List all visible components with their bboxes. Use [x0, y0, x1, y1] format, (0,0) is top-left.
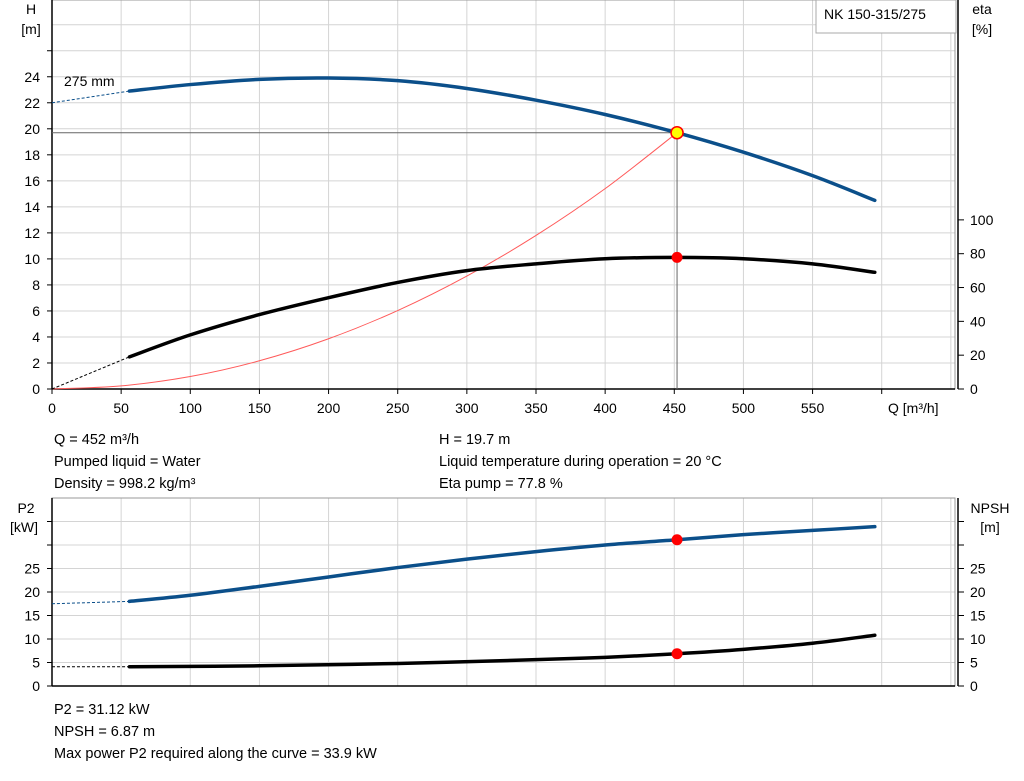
x-tick-label: 500 [732, 400, 756, 416]
p2-duty-marker [671, 534, 683, 546]
info-head: H = 19.7 m [439, 432, 511, 448]
x-tick-label: 450 [663, 400, 687, 416]
info-liquid: Pumped liquid = Water [54, 454, 201, 470]
p2-axis-unit: [kW] [10, 519, 38, 535]
p2-axis-label: P2 [17, 500, 34, 516]
info-p2: P2 = 31.12 kW [54, 702, 150, 718]
x-tick-label: 350 [524, 400, 548, 416]
eta-curve [127, 255, 877, 359]
x-tick-label: 400 [593, 400, 617, 416]
P2-extrapolated-line [51, 600, 130, 605]
eta-tick-label: 100 [970, 212, 994, 228]
info-density: Density = 998.2 kg/m³ [54, 476, 196, 492]
npsh-tick-label: 20 [970, 584, 986, 600]
h-tick-label: 24 [24, 69, 40, 85]
npsh-tick-label: 15 [970, 608, 986, 624]
h-tick-label: 8 [32, 277, 40, 293]
npsh-tick-label: 10 [970, 631, 986, 647]
eta-extrapolated-line [51, 356, 130, 390]
eta-duty-marker [671, 251, 683, 263]
h-tick-label: 16 [24, 173, 40, 189]
eta-tick-label: 0 [970, 381, 978, 397]
h-tick-label: 14 [24, 199, 40, 215]
NPSH-curve [127, 633, 877, 669]
p2-tick-label: 15 [24, 608, 40, 624]
top-grid [51, 0, 959, 390]
npsh-axis-unit: [m] [980, 519, 999, 535]
info-flow: Q = 452 m³/h [54, 432, 140, 448]
bottom-grid [51, 497, 959, 687]
h-tick-label: 6 [32, 303, 40, 319]
info-eta: Eta pump = 77.8 % [439, 476, 563, 492]
curve-label: 275 mm [64, 73, 115, 89]
h-tick-label: 20 [24, 121, 40, 137]
npsh-tick-label: 25 [970, 561, 986, 577]
npsh-tick-label: 0 [970, 678, 978, 694]
info-temperature: Liquid temperature during operation = 20… [439, 454, 722, 470]
info-npsh: NPSH = 6.87 m [54, 724, 156, 740]
info-max-power: Max power P2 required along the curve = … [54, 746, 377, 762]
duty-point-marker [670, 125, 684, 140]
eta-tick-label: 80 [970, 246, 986, 262]
x-tick-label: 550 [801, 400, 825, 416]
npsh-axis-label: NPSH [971, 500, 1010, 516]
eta-tick-label: 20 [970, 347, 986, 363]
h-tick-label: 18 [24, 147, 40, 163]
npsh-tick-label: 5 [970, 655, 978, 671]
h-tick-label: 22 [24, 95, 40, 111]
tick-labels: 0 50 100 150 200 250 300 350 400 450 500 5500246810… [24, 50, 994, 694]
npsh-duty-marker [671, 648, 683, 660]
x-tick-label: 150 [248, 400, 272, 416]
h-axis-label: H [26, 1, 36, 17]
h-tick-label: 12 [24, 225, 40, 241]
system-curve [51, 132, 678, 390]
x-tick-label: 200 [317, 400, 341, 416]
H-curve [127, 76, 877, 203]
eta-axis-label: eta [972, 1, 992, 17]
h-tick-label: 10 [24, 251, 40, 267]
x-tick-label: 0 [48, 400, 56, 416]
p2-tick-label: 0 [32, 678, 40, 694]
h-axis-unit: [m] [21, 21, 40, 37]
h-tick-label: 2 [32, 355, 40, 371]
top-plot-frame [51, 0, 956, 390]
H-extrapolated-line [51, 90, 130, 104]
eta-tick-label: 60 [970, 280, 986, 296]
info-bottom: P2 = 31.12 kW NPSH = 6.87 m Max power P2… [54, 699, 377, 765]
x-tick-label: 100 [179, 400, 203, 416]
chart-title: NK 150-315/275 [824, 6, 926, 22]
h-tick-label: 0 [32, 381, 40, 397]
p2-tick-label: 25 [24, 561, 40, 577]
x-tick-label: 250 [386, 400, 410, 416]
p2-tick-label: 10 [24, 631, 40, 647]
eta-axis-unit: [%] [972, 21, 992, 37]
p2-tick-label: 5 [32, 655, 40, 671]
info-top-right: H = 19.7 m Liquid temperature during ope… [439, 429, 722, 495]
title-box [815, 0, 957, 34]
info-top-left: Q = 452 m³/h Pumped liquid = Water Densi… [54, 429, 201, 495]
chart-marks [51, 76, 877, 669]
P2-curve [127, 524, 877, 604]
q-axis-label: Q [m³/h] [888, 400, 939, 416]
h-tick-label: 4 [32, 329, 40, 345]
x-tick-label: 300 [455, 400, 479, 416]
eta-tick-label: 40 [970, 313, 986, 329]
p2-tick-label: 20 [24, 584, 40, 600]
x-tick-label: 50 [113, 400, 129, 416]
